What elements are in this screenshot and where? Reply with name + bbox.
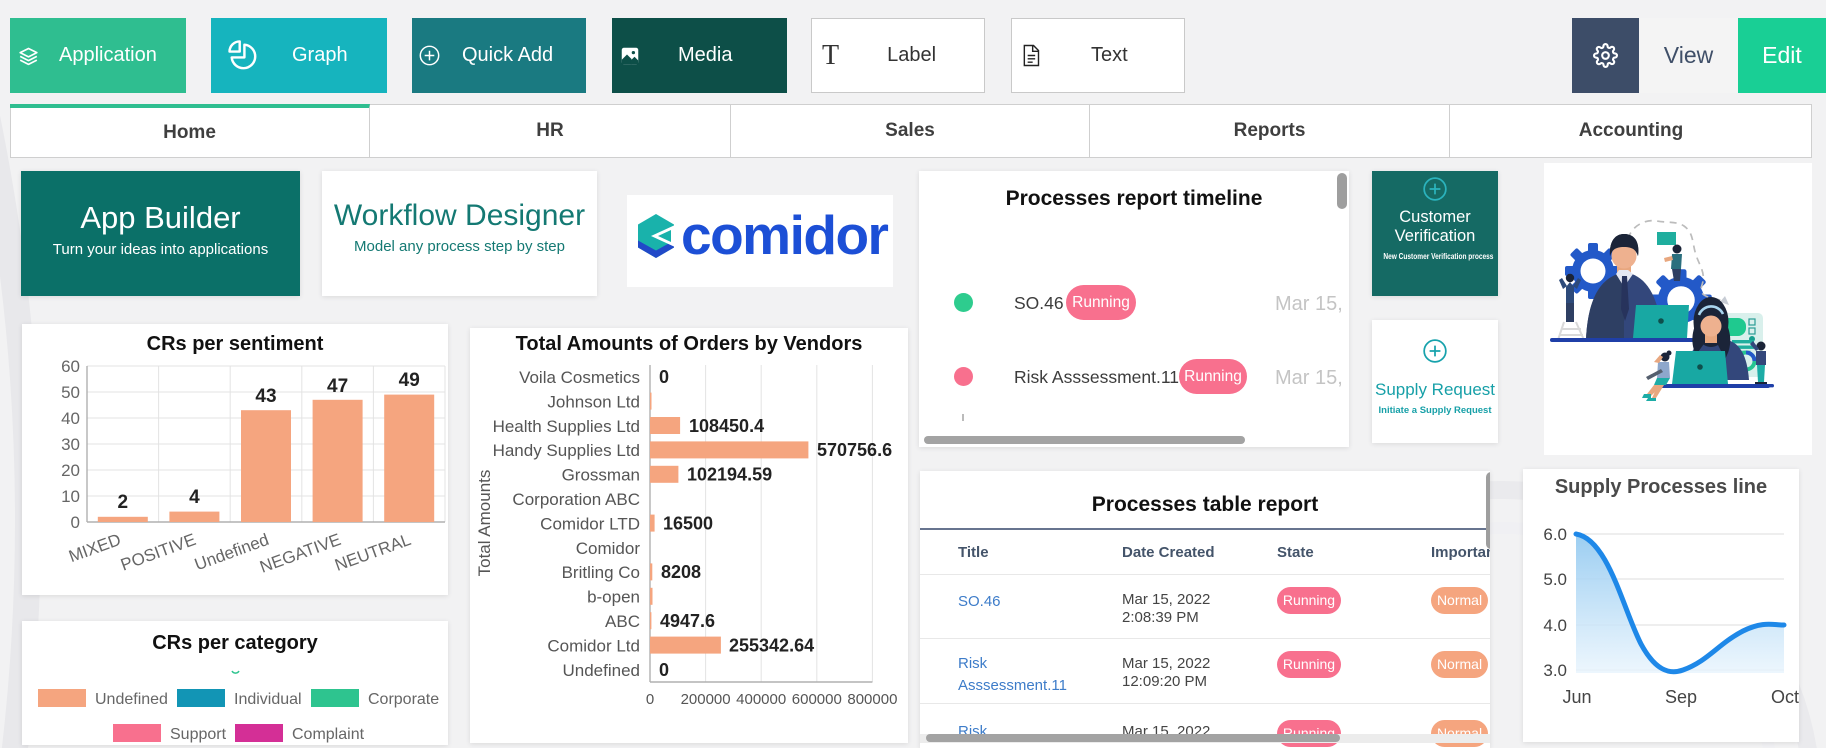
svg-text:MIXED: MIXED [66,530,123,566]
svg-text:Corporate: Corporate [368,691,439,708]
svg-text:Undefined: Undefined [95,691,168,708]
svg-text:Sep: Sep [1665,687,1697,707]
svg-text:Voila Cosmetics: Voila Cosmetics [519,368,640,387]
svg-text:0: 0 [71,513,80,532]
svg-text:200000: 200000 [681,691,731,708]
svg-text:Individual: Individual [234,691,302,708]
svg-text:600000: 600000 [792,691,842,708]
svg-text:43: 43 [255,386,276,407]
svg-text:Oct: Oct [1771,687,1799,707]
svg-text:NEGATIVE: NEGATIVE [257,530,343,577]
svg-text:0: 0 [646,691,654,708]
svg-text:30: 30 [61,435,80,454]
svg-text:50: 50 [61,383,80,402]
svg-text:Comidor Ltd: Comidor Ltd [547,636,640,655]
svg-text:8208: 8208 [661,562,701,582]
svg-text:570756.6: 570756.6 [817,440,892,460]
svg-text:0: 0 [659,367,669,387]
svg-text:2: 2 [118,492,129,513]
svg-text:CRs per category: CRs per category [152,632,318,654]
svg-text:Comidor LTD: Comidor LTD [540,514,640,533]
svg-text:20: 20 [61,461,80,480]
svg-text:49: 49 [399,370,420,391]
svg-text:47: 47 [327,376,348,397]
svg-text:Complaint: Complaint [292,726,365,743]
svg-text:CRs per sentiment: CRs per sentiment [147,333,324,355]
svg-text:Undefined: Undefined [562,661,640,680]
svg-text:16500: 16500 [663,513,713,533]
svg-text:108450.4: 108450.4 [689,416,764,436]
svg-text:Support: Support [170,726,227,743]
svg-text:6.0: 6.0 [1543,525,1567,544]
svg-text:60: 60 [61,357,80,376]
svg-text:Jun: Jun [1562,687,1591,707]
svg-text:ABC: ABC [605,612,640,631]
svg-text:b-open: b-open [587,588,640,607]
svg-text:NEUTRAL: NEUTRAL [332,530,413,575]
svg-text:3.0: 3.0 [1543,661,1567,680]
svg-text:10: 10 [61,487,80,506]
svg-text:4: 4 [189,487,200,508]
svg-text:5.0: 5.0 [1543,570,1567,589]
svg-text:Supply Processes line: Supply Processes line [1555,476,1767,498]
svg-text:4.0: 4.0 [1543,616,1567,635]
svg-text:0: 0 [659,660,669,680]
svg-text:40: 40 [61,409,80,428]
svg-text:102194.59: 102194.59 [687,465,772,485]
svg-text:4947.6: 4947.6 [660,611,715,631]
svg-text:Grossman: Grossman [562,466,640,485]
svg-text:Britling Co: Britling Co [562,563,640,582]
svg-text:Total Amounts of Orders by Ven: Total Amounts of Orders by Vendors [516,333,863,355]
svg-text:Health Supplies Ltd: Health Supplies Ltd [493,417,640,436]
svg-text:255342.64: 255342.64 [729,635,814,655]
svg-text:Comidor: Comidor [576,539,641,558]
svg-text:Handy Supplies Ltd: Handy Supplies Ltd [493,441,640,460]
svg-text:Johnson Ltd: Johnson Ltd [547,392,640,411]
svg-text:Corporation ABC: Corporation ABC [512,490,640,509]
svg-text:Total Amounts: Total Amounts [475,470,494,577]
svg-text:400000: 400000 [736,691,786,708]
svg-text:800000: 800000 [847,691,897,708]
svg-text:POSITIVE: POSITIVE [118,530,198,575]
